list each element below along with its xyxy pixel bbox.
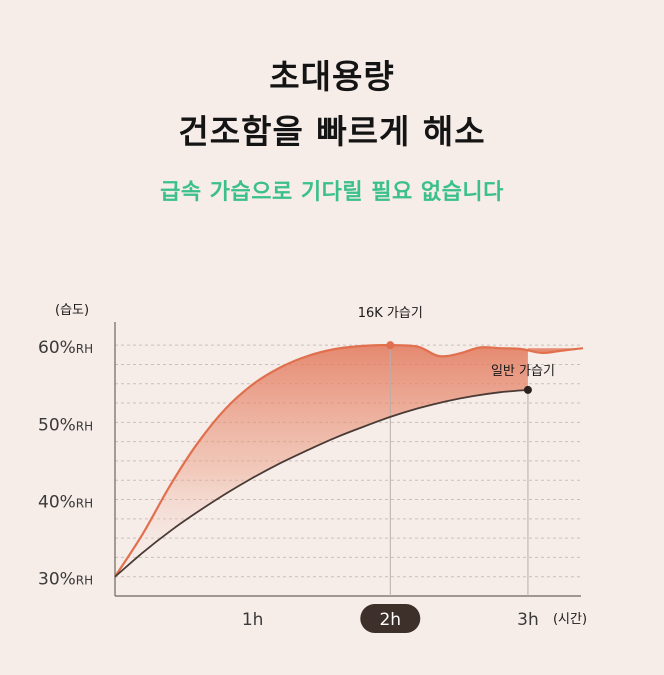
title-line-1: 초대용량 [269, 57, 395, 96]
subtitle: 급속 가습으로 기다릴 필요 없습니다 [160, 180, 504, 205]
x-tick-label: 3h [517, 610, 539, 630]
y-tick-label: 60%RH [38, 338, 93, 358]
marker-general [523, 385, 532, 394]
y-tick-label: 40%RH [38, 493, 93, 513]
x-tick-highlight-pill [360, 604, 421, 633]
x-tick-label: 2h [379, 610, 401, 630]
series-lines [114, 341, 584, 578]
title-line-2: 건조함을 빠르게 해소 [178, 112, 486, 151]
series-label-general: 일반 가습기 [491, 364, 555, 379]
x-tick-label: 1h [242, 610, 264, 630]
guide-lines [389, 345, 529, 596]
y-tick-label: 50%RH [38, 415, 93, 435]
y-tick-label: 30%RH [38, 570, 93, 590]
axes [114, 322, 581, 597]
series-line-16k [114, 344, 584, 578]
y-axis-label: (습도) [55, 303, 89, 318]
marker-16k [386, 341, 395, 350]
x-axis-label: (시간) [553, 612, 587, 627]
series-label-16k: 16K 가습기 [358, 306, 423, 321]
series-line-general [114, 389, 528, 578]
